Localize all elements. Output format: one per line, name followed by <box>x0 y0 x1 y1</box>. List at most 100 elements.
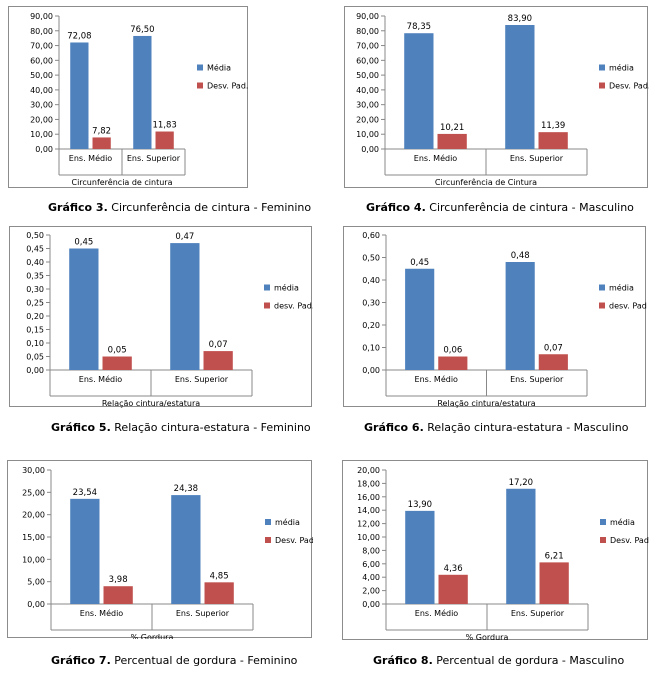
y-tick-label: 0,15 <box>26 326 44 335</box>
x-axis-title: % Gordura <box>131 633 174 639</box>
y-tick-label: 80,00 <box>356 27 379 36</box>
figure-caption: Gráfico 6. Relação cintura-estatura - Ma… <box>364 421 628 434</box>
caption-number: Gráfico 8. <box>373 654 433 667</box>
x-category-label: Ens. Médio <box>69 153 113 163</box>
chart-panel-6: 0,00 2,00 4,00 6,00 8,00 10,00 12,00 14,00 16,00… <box>342 460 649 641</box>
bar-media <box>405 268 435 370</box>
y-tick-label: 0,05 <box>26 353 44 362</box>
y-tick-label: 0,30 <box>26 285 44 294</box>
figure-caption: Gráfico 4. Circunferência de cintura - M… <box>366 201 634 214</box>
data-label: 0,06 <box>443 346 462 356</box>
bar-media <box>405 510 435 604</box>
data-label: 76,50 <box>130 25 154 35</box>
bar-chart-4: 0,00 0,10 0,20 0,30 0,40 0,50 0,60 0,45 0,06 Ens.… <box>362 231 647 408</box>
x-category-label: Ens. Superior <box>176 609 230 618</box>
legend-label: média <box>609 283 634 293</box>
x-category-label: Ens. Superior <box>127 154 181 163</box>
caption-number: Gráfico 3. <box>48 201 108 214</box>
bar-media <box>506 488 536 604</box>
data-label: 10,21 <box>440 123 464 133</box>
bar-desv-pad <box>438 356 468 370</box>
data-label: 72,08 <box>67 31 91 41</box>
bar-media <box>171 495 201 604</box>
y-tick-label: 0,20 <box>362 321 380 330</box>
legend-swatch <box>600 537 606 543</box>
caption-number: Gráfico 7. <box>51 654 111 667</box>
legend-label: média <box>275 517 300 527</box>
data-label: 6,21 <box>545 551 564 561</box>
legend-swatch <box>599 284 605 291</box>
bar-desv-pad <box>204 582 234 604</box>
bar-media <box>170 243 200 370</box>
chart-panel-4: 0,00 0,10 0,20 0,30 0,40 0,50 0,60 0,45 0,06 Ens.… <box>343 226 647 408</box>
caption-number: Gráfico 4. <box>366 201 426 214</box>
legend-label: desv. Pad. <box>274 302 313 311</box>
y-tick-label: 10,00 <box>22 555 45 564</box>
y-tick-label: 0,40 <box>26 258 44 267</box>
y-tick-label: 30,00 <box>356 101 379 110</box>
data-label: 24,38 <box>174 484 198 494</box>
y-tick-label: 5,00 <box>27 578 45 587</box>
bar-chart-2: 0,00 10,00 20,00 30,00 40,00 50,00 60,00 70,00 8… <box>356 12 649 187</box>
y-tick-label: 25,00 <box>22 488 45 497</box>
y-tick-label: 0,30 <box>362 299 380 308</box>
caption-text: Relação cintura-estatura - Feminino <box>110 421 311 434</box>
y-tick-label: 90,00 <box>356 12 379 21</box>
data-label: 4,36 <box>444 564 463 574</box>
legend-label: Desv. Pad. <box>610 536 649 545</box>
y-tick-label: 18,00 <box>357 479 380 488</box>
y-tick-label: 0,00 <box>35 145 53 154</box>
y-tick-label: 10,00 <box>30 130 53 139</box>
y-tick-label: 8,00 <box>362 546 380 555</box>
chart-panel-2: 0,00 10,00 20,00 30,00 40,00 50,00 60,00 70,00 8… <box>344 6 649 188</box>
y-tick-label: 0,60 <box>362 231 380 240</box>
bar-desv-pad <box>103 586 133 604</box>
y-tick-label: 70,00 <box>356 42 379 51</box>
legend-swatch <box>265 537 271 543</box>
figure-caption: Gráfico 7. Percentual de gordura - Femin… <box>51 654 297 667</box>
y-tick-label: 20,00 <box>30 115 53 124</box>
y-tick-label: 0,10 <box>26 339 44 348</box>
legend-label: média <box>274 283 299 293</box>
caption-text: Circunferência de cintura - Masculino <box>425 201 634 214</box>
bar-chart-3: 0,00 0,05 0,10 0,15 0,20 0,25 0,30 0,35 0,40 0,45… <box>26 231 313 408</box>
y-tick-label: 10,00 <box>357 533 380 542</box>
y-tick-label: 0,10 <box>362 344 380 353</box>
y-tick-label: 30,00 <box>22 466 45 475</box>
y-tick-label: 0,35 <box>26 272 44 281</box>
bar-desv-pad <box>538 132 568 149</box>
x-category-label: Ens. Médio <box>80 608 124 618</box>
y-tick-label: 6,00 <box>362 560 380 569</box>
legend-swatch <box>599 302 605 309</box>
data-label: 11,39 <box>541 121 565 131</box>
bar-desv-pad <box>538 354 568 370</box>
data-label: 83,90 <box>508 14 532 24</box>
x-axis-title: Relação cintura/estatura <box>437 399 535 408</box>
x-category-label: Ens. Superior <box>511 609 565 618</box>
y-tick-label: 0,50 <box>362 254 380 263</box>
legend-swatch <box>265 519 271 525</box>
y-tick-label: 60,00 <box>30 56 53 65</box>
caption-number: Gráfico 6. <box>364 421 424 434</box>
caption-text: Percentual de gordura - Masculino <box>432 654 625 667</box>
bar-desv-pad <box>102 356 132 370</box>
figure-caption: Gráfico 8. Percentual de gordura - Mascu… <box>373 654 624 667</box>
legend-swatch <box>264 302 270 309</box>
x-axis-title: Circunferência de cintura <box>71 177 172 187</box>
caption-text: Percentual de gordura - Feminino <box>110 654 298 667</box>
legend-swatch <box>599 64 605 71</box>
bar-desv-pad <box>437 133 467 149</box>
y-tick-label: 12,00 <box>357 520 380 529</box>
y-tick-label: 0,00 <box>26 366 44 375</box>
bar-media <box>505 25 535 150</box>
figure-caption: Gráfico 5. Relação cintura-estatura - Fe… <box>51 421 311 434</box>
bar-media <box>133 35 152 150</box>
data-label: 0,48 <box>511 251 530 261</box>
x-category-label: Ens. Médio <box>414 153 458 163</box>
legend-swatch <box>197 64 203 71</box>
data-label: 0,45 <box>410 258 429 268</box>
y-tick-label: 0,00 <box>362 600 380 609</box>
data-label: 0,47 <box>175 232 194 242</box>
caption-number: Gráfico 5. <box>51 421 111 434</box>
x-axis-title: % Gordura <box>466 633 509 641</box>
